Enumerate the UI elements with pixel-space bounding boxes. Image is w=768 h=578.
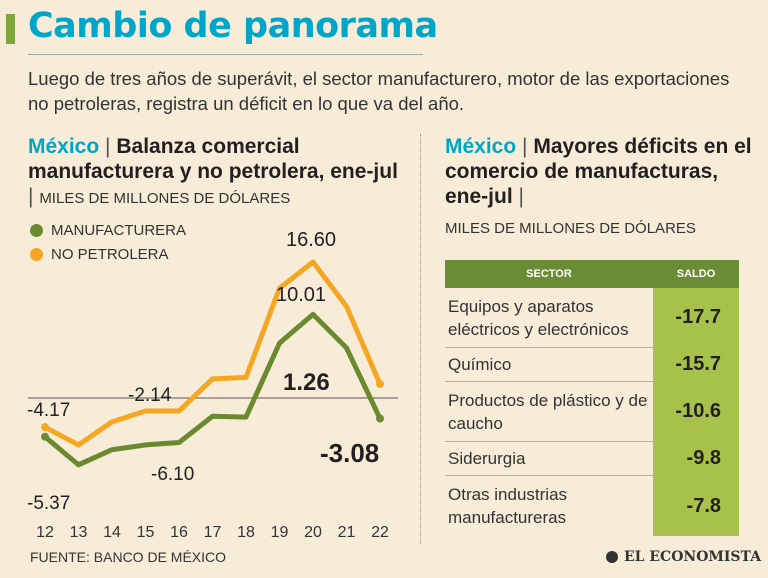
data-point-no-petrolera — [41, 423, 49, 432]
x-tick-label: 17 — [204, 524, 222, 541]
data-label: 16.60 — [286, 229, 336, 251]
x-tick-label: 19 — [271, 524, 289, 541]
table-cell-saldo: -10.6 — [653, 382, 739, 441]
left-panel-heading: Balanza comercial manufacturera y no pet… — [28, 135, 398, 183]
data-point-no-petrolera — [376, 380, 384, 388]
table-row: Químico -15.7 — [445, 348, 739, 382]
x-tick-label: 20 — [304, 524, 322, 541]
x-tick-label: 18 — [237, 524, 255, 541]
data-label: 1.26 — [283, 369, 330, 396]
right-panel-title: México | Mayores déficits en el comercio… — [445, 134, 755, 209]
left-panel-title: México | Balanza comercial manufacturera… — [28, 134, 398, 211]
table-cell-sector: Otras industrias manufactureras — [448, 485, 568, 527]
legend-no-petrolera-label: NO PETROLERA — [51, 246, 169, 263]
data-label: -4.17 — [27, 400, 70, 421]
table-cell-sector: Equipos y aparatos eléctricos y electrón… — [448, 296, 629, 339]
right-panel-units: MILES DE MILLONES DE DÓLARES — [445, 220, 696, 237]
table-row: Siderurgia -9.8 — [445, 442, 739, 476]
legend-manufacturera: MANUFACTURERA — [30, 222, 186, 239]
page-title: Cambio de panorama — [28, 6, 438, 46]
left-panel-country: México — [28, 135, 100, 158]
table-cell-sector: Productos de plástico y de caucho — [448, 390, 648, 433]
data-label: -3.08 — [320, 438, 379, 468]
legend-no-petrolera-dot — [30, 248, 43, 261]
page-subtitle: Luego de tres años de superávit, el sect… — [28, 68, 730, 114]
legend-manufacturera-label: MANUFACTURERA — [51, 222, 187, 239]
data-label: 10.01 — [276, 284, 326, 306]
logo-text: EL ECONOMISTA — [624, 549, 762, 565]
data-point-manufacturera — [41, 432, 49, 441]
logo-mark-icon — [606, 551, 618, 563]
legend-no-petrolera: NO PETROLERA — [30, 246, 169, 263]
table-cell-saldo: -7.8 — [653, 476, 739, 536]
data-point-manufacturera — [376, 414, 384, 423]
x-tick-label: 13 — [70, 524, 88, 541]
x-tick-label: 16 — [170, 524, 188, 541]
right-panel-sep: | — [522, 135, 528, 158]
table-cell-saldo: -15.7 — [653, 348, 739, 381]
data-label: -6.10 — [151, 464, 194, 485]
legend-manufacturera-dot — [30, 224, 43, 237]
x-tick-label: 21 — [338, 524, 356, 541]
x-tick-label: 15 — [137, 524, 155, 541]
deficit-table: SECTOR SALDO Equipos y aparatos eléctric… — [445, 260, 739, 536]
x-tick-label: 12 — [36, 524, 54, 541]
right-panel-country: México — [445, 135, 517, 158]
source-note: FUENTE: BANCO DE MÉXICO — [30, 549, 227, 565]
table-row: Productos de plástico y de caucho -10.6 — [445, 382, 739, 442]
series-line-manufacturera — [43, 311, 383, 468]
table-cell-saldo: -9.8 — [653, 442, 739, 475]
left-panel-sep: | — [105, 135, 111, 158]
left-panel-sep-2: | — [28, 185, 34, 208]
table-row: Otras industrias manufactureras -7.8 — [445, 476, 739, 536]
table-header-saldo: SALDO — [676, 268, 716, 280]
table-row: Equipos y aparatos eléctricos y electrón… — [445, 288, 739, 348]
right-panel-heading: Mayores déficits en el comercio de manuf… — [445, 135, 752, 208]
table-cell-sector: Siderurgia — [448, 449, 526, 468]
table-header-sector: SECTOR — [526, 268, 572, 280]
title-rule — [28, 54, 423, 55]
right-panel-sep-2: | — [518, 185, 524, 208]
data-label: -2.14 — [128, 385, 172, 406]
series-line-no-petrolera — [43, 259, 383, 448]
x-tick-label: 14 — [103, 524, 121, 541]
publisher-logo: EL ECONOMISTA — [606, 549, 761, 565]
table-header: SECTOR SALDO — [445, 260, 739, 288]
data-label: -5.37 — [27, 493, 70, 514]
table-cell-sector: Químico — [448, 355, 512, 374]
x-tick-label: 22 — [371, 524, 389, 541]
panel-divider — [420, 134, 421, 544]
left-panel-units: MILES DE MILLONES DE DÓLARES — [39, 190, 291, 207]
table-cell-saldo: -17.7 — [653, 288, 739, 347]
title-accent-bar — [6, 14, 15, 44]
